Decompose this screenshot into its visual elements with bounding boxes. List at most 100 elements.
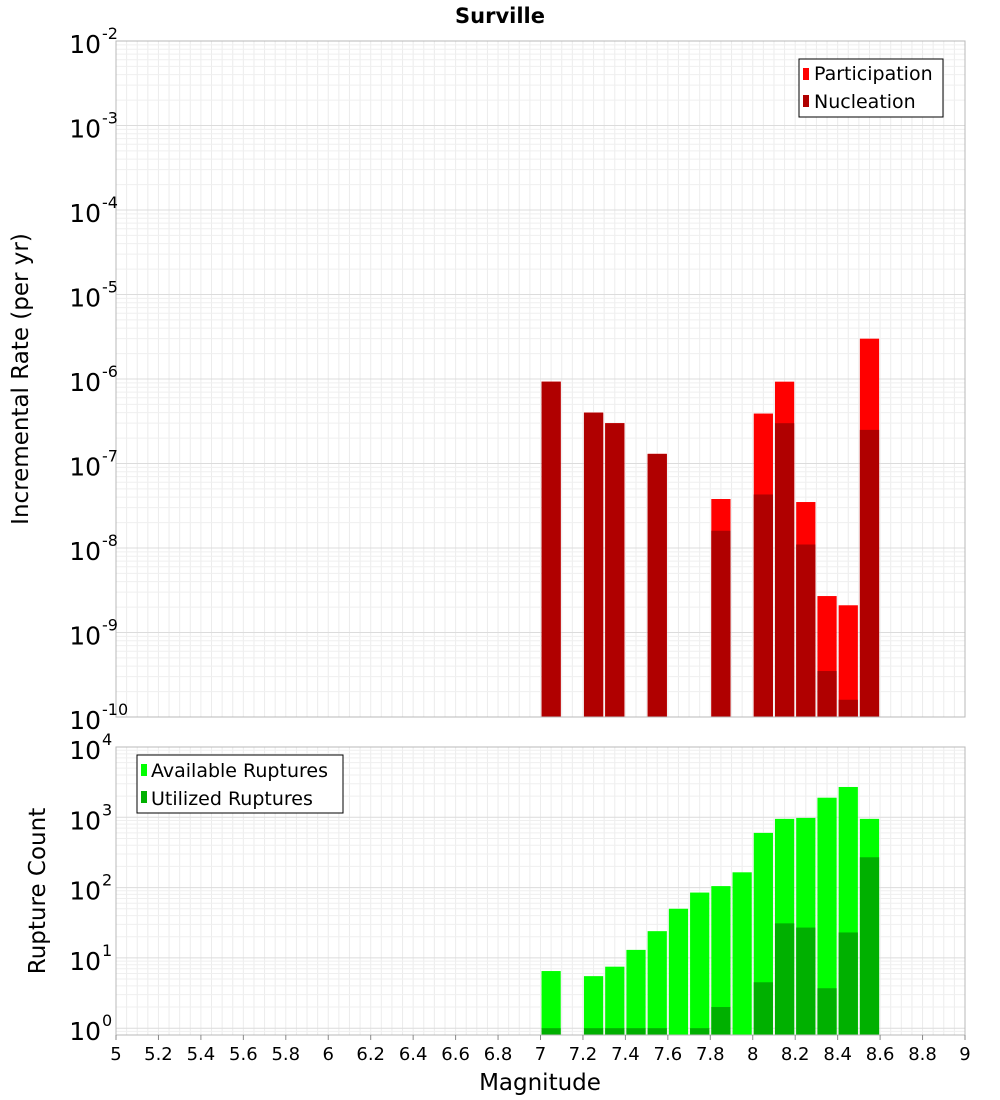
y-tick-label: 10 [69, 947, 101, 976]
x-tick-label: 6.6 [441, 1044, 470, 1065]
top-legend-box [798, 58, 944, 118]
bar-utilized-ruptures [817, 988, 837, 1035]
bar-nucleation [647, 453, 667, 717]
bar-available-ruptures [711, 886, 731, 1035]
bar-available-ruptures [605, 966, 625, 1035]
top-grid [116, 41, 965, 717]
bar-participation [838, 605, 858, 717]
bar-nucleation [583, 412, 604, 717]
bar-nucleation [838, 699, 858, 717]
x-tick-label: 8 [747, 1044, 758, 1065]
x-tick-label: 6.4 [399, 1044, 428, 1065]
top-legend: Participation Nucleation [798, 58, 944, 118]
bar-nucleation [817, 671, 837, 717]
bottom-bars [541, 786, 880, 1035]
legend-swatch-available-ruptures [141, 764, 147, 776]
x-tick-label: 6.8 [484, 1044, 513, 1065]
y-tick-label: 10 [69, 622, 101, 651]
legend-label-nucleation: Nucleation [814, 91, 916, 113]
bar-available-ruptures [668, 908, 689, 1035]
x-axis-label: Magnitude [479, 1070, 601, 1096]
y-tick-exponent: 1 [102, 941, 112, 960]
bottom-legend-box [136, 754, 344, 814]
y-tick-label: 10 [69, 806, 101, 835]
top-bars [541, 338, 880, 717]
y-tick-label: 10 [69, 537, 101, 566]
bar-nucleation [796, 544, 816, 717]
y-tick-label: 10 [69, 453, 101, 482]
x-tick-label: 9 [959, 1044, 970, 1065]
y-tick-label: 10 [69, 115, 101, 144]
y-tick-exponent: -10 [102, 700, 128, 719]
y-tick-label: 10 [69, 284, 101, 313]
legend-label-participation: Participation [814, 63, 933, 85]
x-tick-label: 7.6 [654, 1044, 683, 1065]
bottom-y-axis-label: Rupture Count [25, 808, 51, 974]
x-tick-label: 5.8 [271, 1044, 300, 1065]
bar-utilized-ruptures [796, 927, 816, 1035]
legend-swatch-nucleation [803, 95, 809, 107]
x-tick-label: 7 [535, 1044, 546, 1065]
y-tick-exponent: 4 [102, 730, 112, 749]
x-tick-label: 8.8 [908, 1044, 937, 1065]
x-tick-label: 5.2 [144, 1044, 173, 1065]
y-tick-exponent: -8 [102, 531, 118, 550]
bar-available-ruptures [647, 931, 667, 1035]
legend-label-utilized-ruptures: Utilized Ruptures [151, 788, 313, 810]
y-tick-exponent: -2 [102, 24, 118, 43]
bar-utilized-ruptures [711, 1007, 731, 1035]
y-tick-exponent: 3 [102, 800, 112, 819]
x-tick-label: 8.4 [823, 1044, 852, 1065]
y-tick-label: 10 [69, 368, 101, 397]
x-tick-label: 8.2 [781, 1044, 810, 1065]
y-tick-label: 10 [69, 706, 101, 735]
y-tick-label: 10 [69, 877, 101, 906]
bar-utilized-ruptures [605, 1028, 625, 1035]
bar-available-ruptures [817, 797, 837, 1035]
y-tick-exponent: -9 [102, 616, 118, 635]
bar-utilized-ruptures [753, 982, 773, 1035]
x-tick-label: 7.8 [696, 1044, 725, 1065]
bar-available-ruptures [583, 976, 604, 1035]
y-tick-label: 10 [69, 1017, 101, 1046]
y-tick-exponent: -4 [102, 193, 118, 212]
y-tick-exponent: -5 [102, 278, 118, 297]
bar-nucleation [711, 530, 731, 717]
top-y-axis-label: Incremental Rate (per yr) [8, 233, 34, 525]
y-tick-label: 10 [69, 199, 101, 228]
x-tick-label: 5.6 [229, 1044, 258, 1065]
x-tick-label: 7.2 [569, 1044, 598, 1065]
bar-available-ruptures [732, 872, 752, 1035]
bar-available-ruptures [626, 949, 646, 1035]
chart-title: Surville [455, 4, 545, 28]
legend-swatch-participation [803, 68, 809, 80]
bar-utilized-ruptures [647, 1028, 667, 1035]
x-tick-label: 8.6 [866, 1044, 895, 1065]
x-tick-label: 7.4 [611, 1044, 640, 1065]
bar-nucleation [605, 423, 625, 717]
bar-nucleation [753, 494, 773, 717]
bar-available-ruptures [690, 892, 710, 1035]
bar-utilized-ruptures [774, 923, 795, 1035]
x-tick-label: 6.2 [356, 1044, 385, 1065]
x-tick-labels: 5 5.2 5.4 5.6 5.8 6 6.2 6.4 6.6 6.8 7 7.2 7.4 7.6 7.8 8… [110, 1035, 971, 1065]
bar-nucleation [774, 423, 795, 717]
bar-nucleation [541, 381, 561, 717]
bar-utilized-ruptures [838, 932, 858, 1035]
y-tick-exponent: 2 [102, 871, 112, 890]
x-tick-label: 5.4 [187, 1044, 216, 1065]
y-tick-label: 10 [69, 736, 101, 765]
x-tick-label: 5 [110, 1044, 121, 1065]
bar-utilized-ruptures [859, 857, 880, 1035]
y-tick-exponent: -6 [102, 362, 118, 381]
bar-available-ruptures [541, 971, 561, 1035]
bottom-legend: Available Ruptures Utilized Ruptures [136, 754, 344, 814]
legend-label-available-ruptures: Available Ruptures [151, 760, 328, 782]
bar-utilized-ruptures [626, 1028, 646, 1035]
bar-utilized-ruptures [541, 1028, 561, 1035]
y-tick-exponent: -7 [102, 447, 118, 466]
